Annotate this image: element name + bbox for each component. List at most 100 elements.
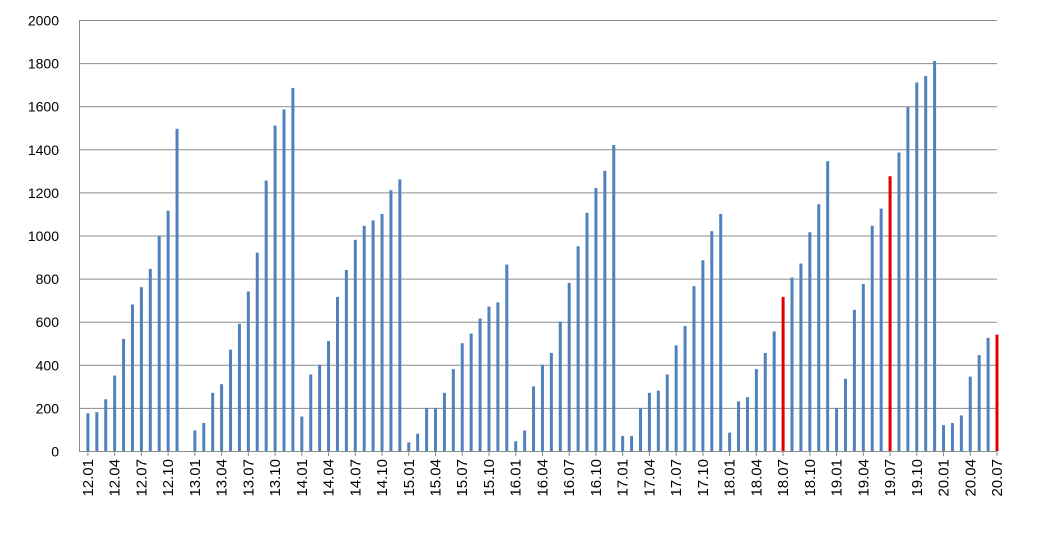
bar-16.06 bbox=[558, 321, 562, 451]
x-tick-label: 12.01 bbox=[80, 459, 97, 497]
bar-18.06 bbox=[772, 331, 776, 451]
bar-15.04 bbox=[434, 407, 437, 451]
bar-12.05 bbox=[122, 338, 126, 451]
y-tick-label: 1400 bbox=[28, 142, 59, 158]
bar-20.01 bbox=[942, 425, 946, 451]
bar-19.09 bbox=[906, 107, 910, 451]
bar-15.07 bbox=[460, 343, 464, 451]
bar-13.12 bbox=[291, 87, 295, 451]
bar-12.06 bbox=[130, 304, 134, 451]
bar-18.03 bbox=[745, 397, 749, 452]
y-tick-label: 1000 bbox=[28, 228, 59, 244]
bar-13.04 bbox=[220, 384, 224, 451]
bar-20.04 bbox=[968, 376, 972, 451]
x-tick-label: 15.07 bbox=[454, 459, 471, 497]
bar-17.03 bbox=[639, 407, 642, 451]
bar-14.04 bbox=[327, 341, 331, 451]
x-tick-label: 20.01 bbox=[936, 459, 953, 497]
bar-19.03 bbox=[852, 309, 856, 451]
bar-12.09 bbox=[157, 235, 161, 451]
bar-14.06 bbox=[344, 269, 348, 451]
x-tick-label: 12.07 bbox=[133, 459, 150, 497]
bar-17.09 bbox=[692, 286, 696, 451]
bar-19.04 bbox=[861, 283, 865, 451]
bar-14.10 bbox=[380, 213, 384, 451]
x-tick-label: 12.10 bbox=[160, 459, 177, 497]
bar-17.08 bbox=[683, 326, 687, 451]
y-tick-label: 2000 bbox=[28, 13, 59, 29]
bar-20.05 bbox=[977, 355, 981, 451]
x-tick-label: 13.04 bbox=[214, 459, 231, 497]
bar-18.12 bbox=[826, 161, 830, 451]
bar-16.09 bbox=[585, 212, 589, 451]
bar-15.08 bbox=[469, 333, 473, 451]
bar-19.05 bbox=[870, 225, 874, 451]
y-tick-label: 1200 bbox=[28, 185, 59, 201]
x-tick-label: 19.07 bbox=[882, 459, 899, 497]
y-tick-label: 1600 bbox=[28, 99, 59, 115]
x-tick-label: 16.04 bbox=[535, 459, 552, 497]
bar-19.06 bbox=[879, 208, 883, 451]
x-tick-label: 14.07 bbox=[347, 459, 364, 497]
x-tick-label: 19.10 bbox=[909, 459, 926, 497]
x-tick-label: 13.07 bbox=[240, 459, 257, 497]
bar-19.10 bbox=[915, 82, 919, 451]
bar-12.08 bbox=[148, 268, 152, 451]
bar-19.12 bbox=[933, 60, 937, 451]
bar-13.06 bbox=[237, 323, 241, 451]
bar-16.07 bbox=[567, 282, 571, 451]
bar-15.09 bbox=[478, 318, 482, 451]
x-tick-label: 12.04 bbox=[107, 459, 124, 497]
bar-16.01 bbox=[514, 441, 518, 451]
bar-17.01 bbox=[621, 435, 625, 451]
bar-16.12 bbox=[612, 144, 616, 452]
bar-16.08 bbox=[576, 246, 580, 451]
bar-19.08 bbox=[897, 152, 901, 451]
x-tick-label: 15.01 bbox=[401, 459, 418, 497]
bar-14.01 bbox=[300, 416, 304, 451]
x-tick-label: 17.07 bbox=[668, 459, 685, 497]
bar-16.02 bbox=[523, 430, 527, 451]
bar-18.04 bbox=[754, 369, 758, 451]
bar-15.03 bbox=[425, 407, 429, 451]
x-tick-label: 16.10 bbox=[588, 459, 605, 497]
bar-17.11 bbox=[710, 231, 714, 451]
bar-19.11 bbox=[924, 76, 928, 451]
bar-15.02 bbox=[416, 433, 420, 451]
bar-14.02 bbox=[309, 374, 313, 451]
bar-16.05 bbox=[549, 352, 553, 451]
x-tick-label: 16.07 bbox=[561, 459, 578, 497]
bar-17.05 bbox=[656, 390, 660, 451]
y-tick-label: 600 bbox=[36, 314, 60, 330]
bar-19.07 bbox=[888, 176, 892, 452]
bar-17.12 bbox=[719, 213, 723, 451]
bar-13.08 bbox=[255, 252, 259, 451]
x-tick-label: 16.01 bbox=[508, 459, 525, 497]
bar-15.12 bbox=[505, 264, 509, 451]
y-tick-label: 200 bbox=[36, 400, 60, 416]
x-tick-label: 18.07 bbox=[775, 459, 792, 497]
bar-14.08 bbox=[362, 225, 366, 451]
bar-16.03 bbox=[532, 386, 536, 451]
bar-17.07 bbox=[674, 345, 678, 451]
bar-12.10 bbox=[166, 210, 170, 451]
bar-12.07 bbox=[139, 287, 143, 451]
x-tick-label: 14.04 bbox=[321, 459, 338, 497]
bar-20.06 bbox=[986, 337, 990, 451]
x-tick-label: 19.04 bbox=[855, 459, 872, 497]
y-tick-label: 0 bbox=[51, 444, 59, 460]
bar-18.02 bbox=[737, 401, 741, 451]
x-tick-label: 17.10 bbox=[695, 459, 712, 497]
bar-12.02 bbox=[95, 412, 99, 451]
y-tick-label: 400 bbox=[36, 357, 60, 373]
bar-16.04 bbox=[540, 364, 544, 451]
bar-19.02 bbox=[843, 378, 847, 451]
x-tick-label: 19.01 bbox=[829, 459, 846, 497]
x-tick-label: 18.04 bbox=[748, 459, 765, 497]
bar-14.07 bbox=[353, 239, 357, 451]
bar-20.07 bbox=[995, 334, 999, 451]
x-tick-label: 20.07 bbox=[989, 459, 1006, 497]
x-tick-label: 20.04 bbox=[962, 459, 979, 497]
bar-18.11 bbox=[817, 204, 821, 451]
